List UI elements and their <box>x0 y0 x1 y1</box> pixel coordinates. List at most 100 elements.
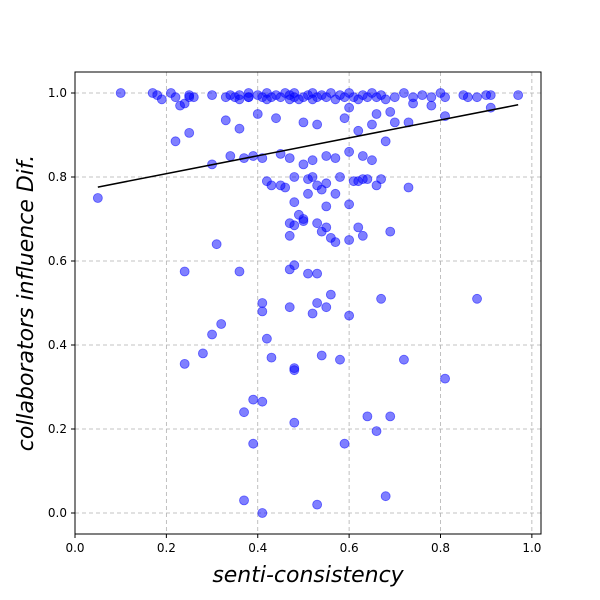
data-point <box>298 216 309 227</box>
data-point <box>198 348 208 359</box>
data-point <box>312 499 323 510</box>
y-tick-label: 0.0 <box>48 506 67 520</box>
data-point <box>284 302 295 313</box>
data-point <box>357 151 368 161</box>
data-point <box>248 438 259 449</box>
data-point <box>353 222 364 233</box>
data-point <box>408 98 418 109</box>
x-axis-label: senti-consistency <box>212 563 404 588</box>
x-tick-label: 0.6 <box>340 541 359 555</box>
data-point <box>298 159 309 170</box>
y-tick-label: 0.8 <box>48 170 67 184</box>
data-point <box>115 88 126 98</box>
data-point <box>307 155 318 166</box>
data-point <box>289 260 300 271</box>
data-point <box>472 293 482 304</box>
x-axis-ticks: 0.0 0.2 0.4 0.6 0.8 1.0 <box>65 534 541 555</box>
data-point <box>380 136 391 147</box>
data-point <box>380 94 391 105</box>
grid-lines <box>74 72 541 534</box>
plot-frame <box>74 71 542 535</box>
data-point <box>207 329 217 340</box>
trend-line <box>97 104 519 188</box>
data-point <box>367 119 377 130</box>
data-point <box>243 92 254 103</box>
data-point <box>316 184 327 195</box>
data-point <box>257 508 268 518</box>
data-point <box>312 218 323 229</box>
data-point <box>225 151 236 161</box>
data-point <box>325 289 336 300</box>
data-point <box>312 298 323 308</box>
data-point <box>380 491 391 502</box>
data-point <box>179 266 190 277</box>
data-point <box>385 226 396 237</box>
data-point <box>403 182 414 193</box>
data-point <box>289 172 300 182</box>
data-point <box>188 92 199 103</box>
data-point <box>440 92 450 103</box>
data-point <box>376 293 386 304</box>
data-point <box>330 237 341 248</box>
data-point <box>316 350 327 361</box>
data-point <box>321 222 332 233</box>
data-point <box>321 151 332 161</box>
data-point <box>426 100 437 111</box>
data-point <box>463 92 473 103</box>
y-tick-label: 0.4 <box>48 338 67 352</box>
data-point <box>367 155 377 166</box>
data-point <box>312 119 323 130</box>
data-point <box>289 417 300 428</box>
data-point <box>385 107 396 117</box>
data-point <box>330 153 341 164</box>
data-point <box>156 94 167 105</box>
x-tick-label: 0.2 <box>157 541 176 555</box>
data-point <box>271 113 281 124</box>
y-tick-label: 1.0 <box>48 86 67 100</box>
data-point <box>303 268 313 279</box>
data-point <box>211 239 222 250</box>
data-point <box>371 109 382 119</box>
data-points <box>92 88 524 518</box>
data-point <box>330 188 341 199</box>
data-point <box>321 302 332 313</box>
data-point <box>335 172 345 182</box>
data-point <box>371 426 382 437</box>
data-point <box>239 407 249 418</box>
data-point <box>220 115 231 126</box>
data-point <box>426 92 437 103</box>
data-point <box>353 125 364 136</box>
x-tick-label: 0.8 <box>431 541 450 555</box>
data-point <box>307 308 318 319</box>
data-point <box>376 174 386 185</box>
x-tick-label: 1.0 <box>522 541 541 555</box>
data-point <box>257 306 268 317</box>
data-point <box>440 373 450 384</box>
y-axis-ticks: 0.0 0.2 0.4 0.6 0.8 1.0 <box>48 86 75 520</box>
data-point <box>216 319 227 329</box>
data-point <box>289 197 300 208</box>
data-point <box>284 230 295 241</box>
data-point <box>417 90 428 100</box>
data-point <box>179 358 190 369</box>
data-point <box>344 102 355 113</box>
data-point <box>389 92 400 103</box>
data-point <box>266 352 277 363</box>
data-point <box>513 90 524 100</box>
data-point <box>344 235 355 245</box>
x-tick-label: 0.4 <box>248 541 267 555</box>
data-point <box>335 354 345 365</box>
y-tick-label: 0.2 <box>48 422 67 436</box>
data-point <box>170 92 181 103</box>
data-point <box>266 180 277 191</box>
data-point <box>357 230 368 241</box>
y-tick-label: 0.6 <box>48 254 67 268</box>
data-point <box>234 90 245 100</box>
data-point <box>298 117 309 128</box>
data-point <box>321 201 332 212</box>
data-point <box>261 333 272 344</box>
data-point <box>170 136 181 147</box>
data-point <box>485 90 496 100</box>
data-point <box>344 199 355 210</box>
data-point <box>239 495 249 506</box>
